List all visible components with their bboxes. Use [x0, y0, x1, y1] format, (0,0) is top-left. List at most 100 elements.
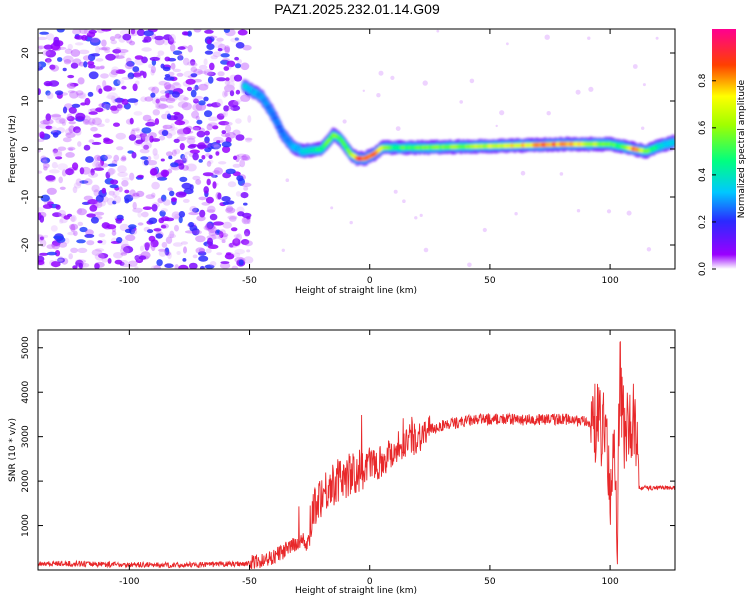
- snr-series: [38, 341, 675, 569]
- noise-blob: [70, 247, 78, 253]
- noise-blob: [96, 66, 105, 70]
- noise-blob: [192, 103, 203, 112]
- ridge-core: [276, 124, 282, 130]
- noise-blob: [233, 252, 241, 258]
- noise-blob: [91, 141, 102, 145]
- noise-blob: [160, 223, 169, 229]
- noise-blob: [83, 61, 88, 68]
- noise-blob: [40, 157, 51, 164]
- noise-blob: [114, 33, 122, 39]
- noise-blob: [93, 159, 99, 167]
- noise-blob: [90, 168, 95, 176]
- noise-blob: [225, 131, 236, 139]
- noise-blob: [160, 208, 168, 213]
- noise-blob: [132, 192, 140, 197]
- noise-blob: [181, 182, 192, 190]
- noise-blob: [160, 224, 167, 229]
- noise-blob: [158, 248, 167, 252]
- noise-blob: [108, 71, 118, 78]
- noise-blob: [206, 160, 212, 167]
- noise-blob: [39, 252, 49, 256]
- noise-blob: [38, 138, 45, 142]
- noise-blob: [129, 117, 134, 125]
- noise-blob: [151, 97, 162, 105]
- noise-blob: [125, 57, 132, 64]
- noise-blob: [514, 212, 518, 216]
- noise-blob: [179, 157, 188, 164]
- noise-blob: [145, 121, 156, 127]
- noise-blob: [84, 233, 95, 238]
- noise-blob: [235, 89, 241, 95]
- noise-blob: [206, 39, 212, 44]
- noise-blob: [240, 239, 250, 245]
- noise-blob: [169, 33, 176, 42]
- noise-blob: [83, 29, 91, 35]
- noise-blob: [173, 138, 180, 143]
- noise-blob: [168, 155, 173, 160]
- colorbar-tick-label: 0.6: [698, 120, 708, 135]
- noise-blob: [224, 45, 231, 53]
- noise-blob: [61, 169, 67, 177]
- noise-blob: [160, 158, 165, 162]
- noise-blob: [172, 242, 183, 247]
- noise-blob: [641, 126, 645, 130]
- noise-blob: [224, 121, 233, 126]
- noise-blob: [62, 137, 72, 143]
- noise-blob: [225, 207, 236, 214]
- noise-blob: [237, 59, 243, 64]
- noise-blob: [52, 148, 58, 154]
- noise-blob: [195, 115, 200, 121]
- noise-blob: [109, 36, 116, 41]
- noise-blob: [219, 262, 231, 269]
- noise-blob: [111, 95, 116, 104]
- noise-blob: [198, 255, 209, 262]
- noise-blob: [89, 204, 98, 212]
- noise-blob: [222, 221, 232, 229]
- noise-blob: [93, 154, 102, 162]
- noise-blob: [234, 37, 239, 41]
- noise-blob: [182, 57, 190, 66]
- noise-blob: [59, 186, 66, 190]
- noise-blob: [165, 236, 173, 244]
- noise-blob: [186, 135, 196, 140]
- noise-blob: [97, 163, 109, 168]
- noise-blob: [606, 209, 612, 214]
- noise-blob: [156, 103, 167, 110]
- noise-blob: [154, 118, 160, 125]
- noise-blob: [212, 41, 223, 48]
- noise-blob: [107, 86, 113, 92]
- noise-blob: [147, 118, 156, 126]
- noise-blob: [195, 179, 202, 185]
- noise-blob: [207, 225, 217, 234]
- noise-blob: [225, 200, 235, 205]
- y-tick-label: 2000: [21, 469, 31, 492]
- noise-blob: [66, 116, 75, 122]
- noise-blob: [134, 255, 140, 261]
- noise-blob: [77, 77, 85, 85]
- noise-blob: [204, 110, 213, 118]
- noise-blob: [192, 207, 200, 213]
- noise-blob: [246, 216, 251, 220]
- noise-blob: [166, 129, 177, 136]
- noise-blob: [216, 98, 223, 107]
- noise-blob: [218, 121, 230, 126]
- noise-blob: [139, 245, 145, 252]
- noise-blob: [142, 114, 152, 122]
- noise-blob: [235, 42, 245, 49]
- noise-blob: [65, 128, 73, 136]
- noise-blob: [117, 79, 125, 85]
- noise-blob: [142, 206, 153, 210]
- noise-blob: [136, 29, 145, 37]
- noise-blob: [152, 265, 161, 269]
- noise-blob: [187, 44, 193, 53]
- noise-blob: [51, 261, 61, 268]
- noise-blob: [183, 96, 189, 101]
- noise-blob: [225, 252, 232, 256]
- noise-blob: [70, 49, 81, 57]
- noise-blob: [187, 30, 193, 37]
- noise-blob: [423, 247, 429, 253]
- noise-blob: [67, 74, 75, 79]
- noise-blob: [101, 222, 111, 229]
- noise-blob: [78, 61, 85, 67]
